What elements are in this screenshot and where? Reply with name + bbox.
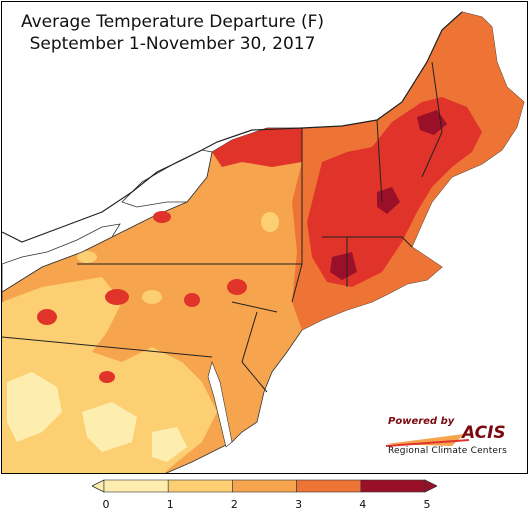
chesapeake-bay [207,361,233,448]
map-panel [1,1,528,474]
legend-tick-5: 5 [423,498,431,511]
departure-blobs [37,211,279,383]
canada-border [2,11,463,243]
legend-bin-2 [232,479,297,493]
legend-tick-4: 4 [359,498,367,511]
legend-tick-1: 1 [166,498,174,511]
legend-colorbar [91,479,438,493]
legend-tick-3: 3 [295,498,303,511]
acis-swoosh-icon [385,434,470,447]
coolest-pockets [7,372,187,462]
map-title-line-2: September 1-November 30, 2017 [29,34,316,54]
temperature-departure-map [2,2,527,473]
lake-erie [2,223,121,293]
extreme-pockets [330,110,447,280]
hot-west-ny [212,128,302,167]
legend-tick-0: 0 [102,498,110,511]
legend-bin-3 [296,479,362,493]
legend-arrow-low [91,479,105,493]
lake-ontario [121,149,213,208]
map-title-line-1: Average Temperature Departure (F) [20,12,324,32]
legend-bin-1 [167,479,233,493]
legend-bin-4 [360,479,426,493]
color-legend: 0 1 2 3 4 5 [91,478,438,511]
legend-arrow-high [424,479,438,493]
legend-tick-2: 2 [230,498,238,511]
legend-bin-0 [103,479,169,493]
powered-by-text: Powered by [388,416,455,427]
acis-text: ACIS [462,423,506,443]
state-borders [2,61,443,393]
acis-logo: Powered by ACIS Regional Climate Centers [384,414,516,458]
rcc-text: Regional Climate Centers [388,446,507,456]
